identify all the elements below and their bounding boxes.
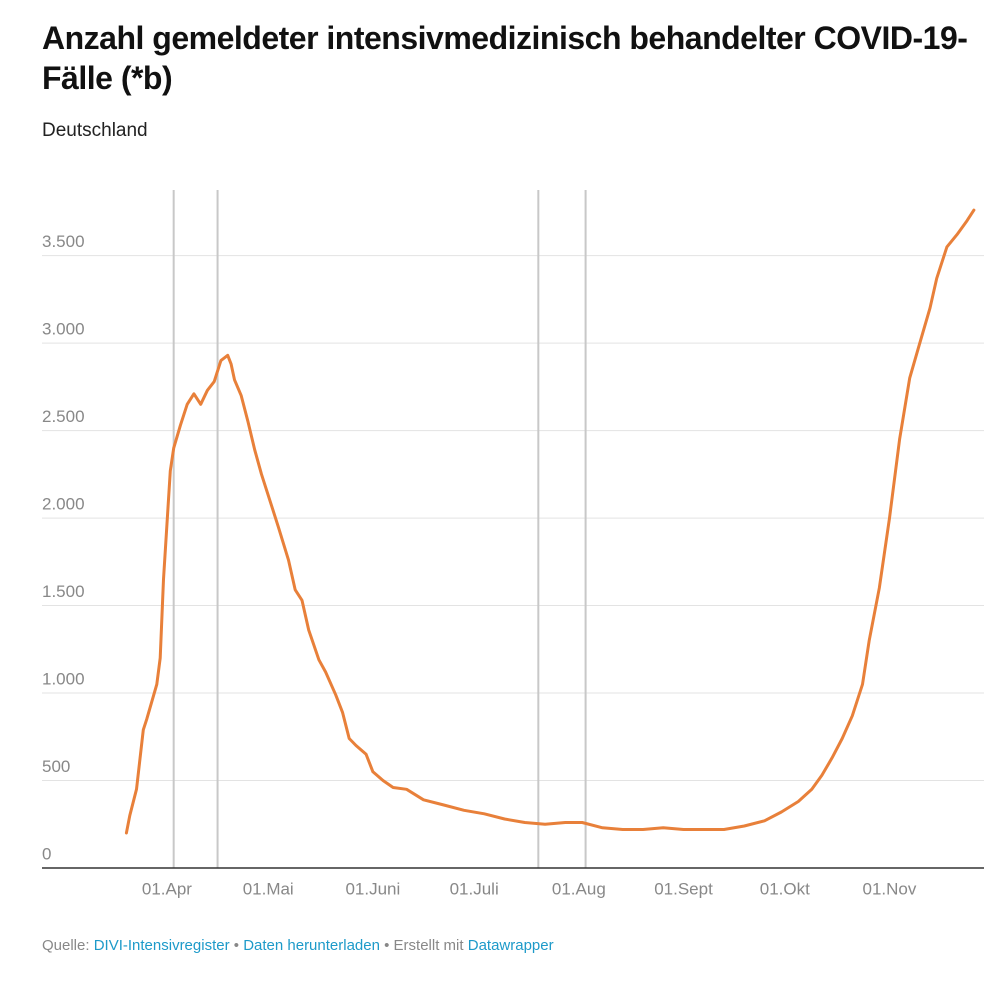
y-tick-label: 1.500 [42, 582, 85, 601]
chart-title: Anzahl gemeldeter intensivmedizinisch be… [42, 20, 968, 96]
chart-subtitle: Deutschland [42, 120, 148, 141]
y-tick-label: 3.500 [42, 232, 85, 251]
x-tick-label: 01.Mai [243, 879, 294, 898]
x-tick-label: 01.Aug [552, 879, 606, 898]
x-tick-label: 01.Sept [654, 879, 713, 898]
y-tick-label: 0 [42, 844, 51, 863]
x-tick-label: 01.Apr [142, 879, 192, 898]
separator [230, 937, 244, 954]
x-tick-label: 01.Juli [450, 879, 499, 898]
source-label: Quelle: [42, 937, 90, 954]
y-tick-label: 1.000 [42, 670, 85, 689]
source-link[interactable]: DIVI-Intensivregister [93, 937, 230, 954]
data-line [124, 208, 976, 835]
credit-label: Erstellt mit [393, 937, 464, 954]
x-tick-label: 01.Okt [760, 879, 810, 898]
x-tick-label: 01.Nov [863, 879, 917, 898]
y-tick-label: 2.500 [42, 407, 85, 426]
separator [380, 937, 394, 954]
download-link[interactable]: Daten herunterladen [243, 937, 380, 954]
y-tick-label: 2.000 [42, 495, 85, 514]
credit-link[interactable]: Datawrapper [467, 937, 554, 954]
y-tick-label: 3.000 [42, 320, 85, 339]
footer: Quelle: DIVI-Intensivregister Daten herun… [42, 937, 554, 954]
x-tick-label: 01.Juni [345, 879, 400, 898]
y-tick-label: 500 [42, 757, 70, 776]
